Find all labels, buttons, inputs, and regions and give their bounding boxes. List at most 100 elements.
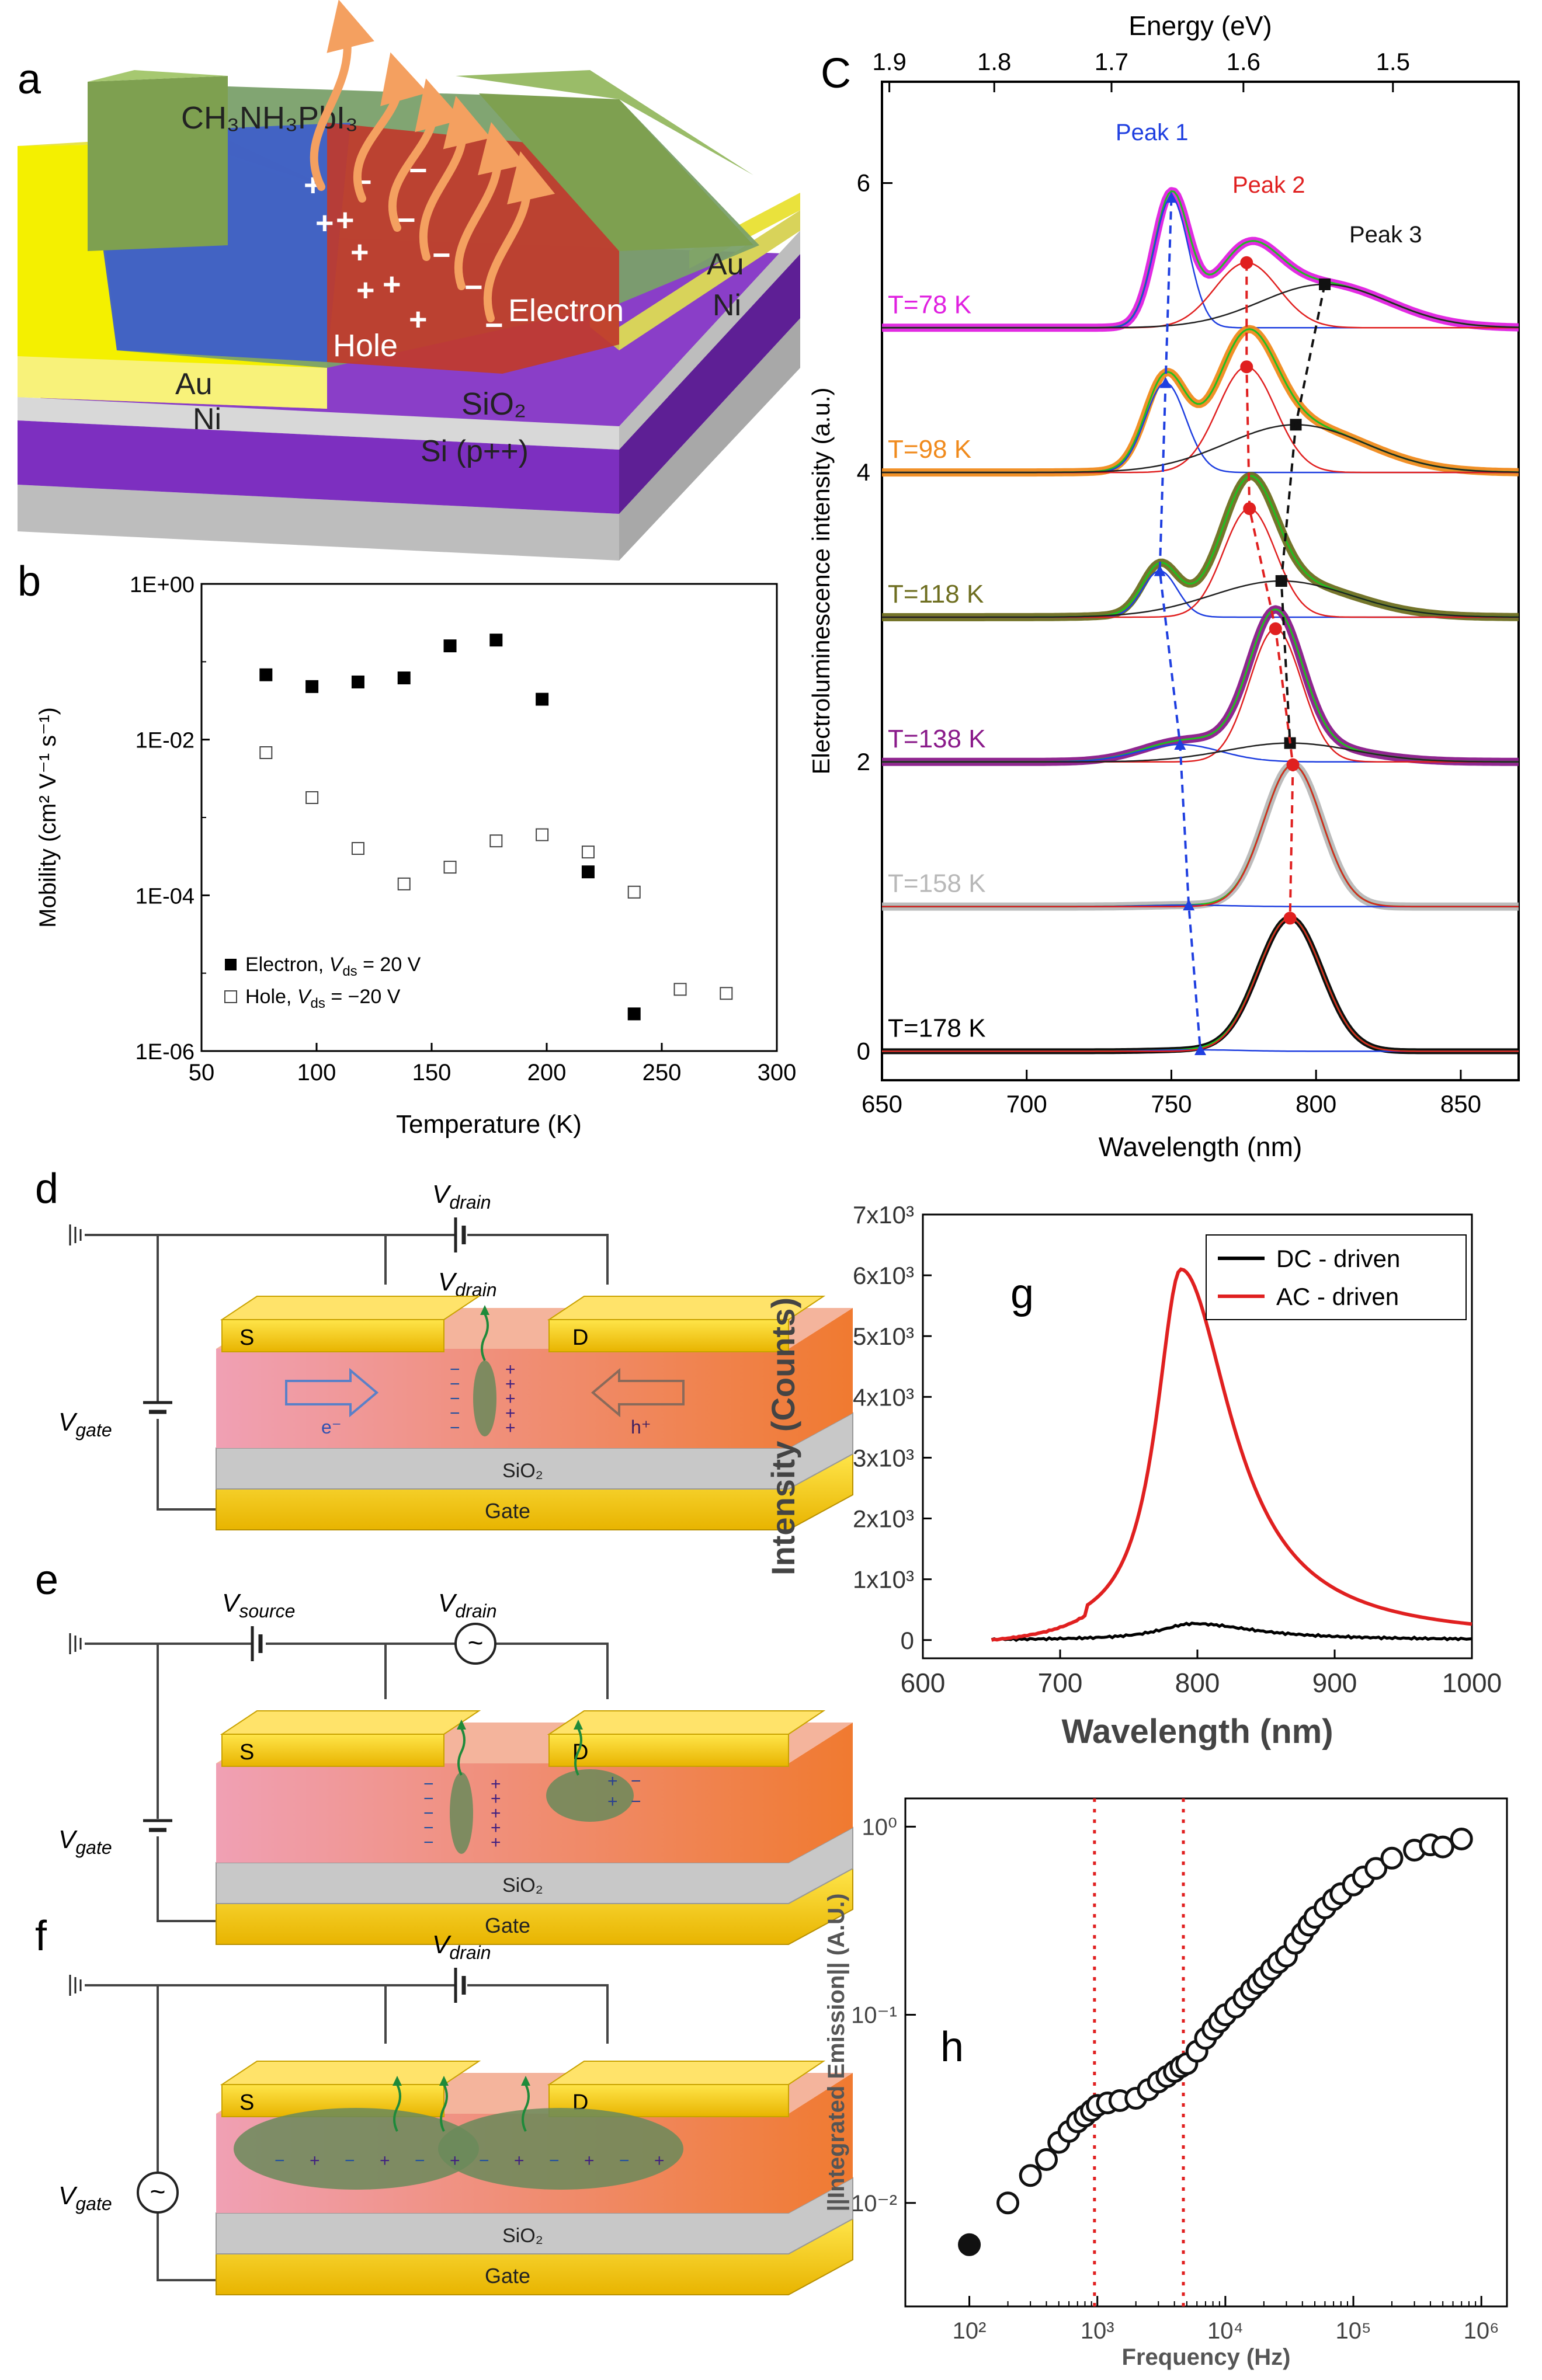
source-label: S [239, 1325, 254, 1350]
emission-wave [522, 2084, 530, 2132]
drain-electrode-top [547, 1710, 826, 1735]
sio2-label: SiO₂ [502, 1874, 543, 1897]
panel-a-si-label: Si (p++) [421, 434, 529, 468]
sio2-label: SiO₂ [502, 2225, 543, 2247]
panel-b-ytick-label: 1E-06 [136, 1040, 195, 1064]
plus-charge: + [491, 1833, 501, 1852]
perovskite-layer [216, 1723, 853, 1863]
panel-a-electron-label: Electron [508, 293, 624, 328]
panel-b-hole-point [489, 834, 503, 848]
panel-c-peak1-trace [1158, 197, 1201, 1050]
minus-charge: − [450, 1418, 460, 1438]
panel-b-hole-point [259, 746, 273, 759]
panel-c-curves [881, 187, 1520, 1055]
panel-c-temp-label-2: T=118 K [888, 580, 984, 608]
source-electrode-top [220, 1296, 481, 1320]
panel-c-peak1-marker [1183, 899, 1195, 911]
panel-c-peak3-label: Peak 3 [1349, 222, 1422, 248]
emission-wave [457, 1728, 466, 1776]
panel-c-temp-label-5: T=178 K [888, 1014, 986, 1042]
source-electrode [221, 1319, 444, 1352]
panel-h-ytick-label: 10⁻² [851, 2191, 897, 2217]
panel-c-xtick-label: 850 [1440, 1090, 1481, 1118]
minus-charge: − [423, 1804, 434, 1823]
panel-letter-f: f [35, 1913, 47, 1960]
ac-source [454, 1623, 496, 1665]
hole-arrow [591, 1368, 685, 1418]
panel-h-ytick-label: 10⁰ [862, 1814, 897, 1840]
panel-g-curves [991, 1267, 1472, 1643]
panel-b-xtick-label: 300 [758, 1060, 797, 1085]
panel-c-component-2-2 [882, 580, 1519, 618]
recombination-zone [473, 1361, 496, 1436]
panel-h-chart: 10² 10³ 10⁴ 10⁵ 10⁶ 10⁻² 10⁻¹ 10⁰ Frequency (Hz… [824, 1797, 1508, 2370]
source-electrode [221, 1734, 444, 1767]
panel-h-ytick-label: 10⁻¹ [851, 2003, 897, 2028]
voltage-label: Vdrain [438, 1268, 497, 1300]
cloud-charge: + [514, 2151, 525, 2170]
plus-charge: + [505, 1389, 516, 1408]
cloud-charge: − [549, 2151, 560, 2170]
panel-h-point [958, 2233, 981, 2256]
panel-b-ytick-label: 1E-02 [136, 729, 195, 753]
panel-c-ytick-label: 6 [857, 169, 870, 196]
panel-g-ytick-label: 5x10³ [853, 1323, 914, 1350]
panel-g-xtick-label: 1000 [1442, 1668, 1502, 1698]
panel-h-point [1035, 2148, 1058, 2172]
panel-c-peak2-label: Peak 2 [1232, 172, 1305, 198]
panel-b-ylabel: Mobility (cm² V⁻¹ s⁻¹) [35, 707, 61, 928]
panel-h-points [958, 1827, 1473, 2256]
panel-c-temp-label-0: T=78 K [888, 290, 971, 319]
panel-b-electron-point [581, 865, 595, 879]
plus-charge: + [505, 1360, 516, 1379]
plus-charge: + [491, 1818, 501, 1838]
panel-a-hole-label: Hole [333, 328, 398, 363]
panel-b-points [259, 634, 733, 1021]
cloud-charge: + [654, 2151, 665, 2170]
panel-h-xtick-label: 10⁵ [1335, 2318, 1371, 2344]
panel-b-legend-electron: Electron, Vds = 20 V [245, 954, 421, 979]
minus-charge: − [423, 1833, 434, 1852]
panel-c-ytick-label: 4 [857, 458, 870, 486]
panel-g-ytick-label: 1x10³ [853, 1566, 914, 1593]
panel-b-electron-point [489, 634, 503, 647]
ac-symbol: ~ [468, 1627, 484, 1658]
panel-c-top-tick-label: 1.9 [872, 48, 906, 75]
panel-g-ytick-label: 7x10³ [853, 1201, 914, 1229]
panel-c-peak1-marker [1165, 192, 1178, 203]
gate-label: Gate [485, 1499, 530, 1523]
svg-text:+: + [356, 273, 375, 308]
cloud-charge: + [380, 2151, 390, 2170]
panel-c-component-1-0 [882, 382, 1519, 474]
voltage-label: Vgate [58, 2181, 112, 2214]
panel-c-chart: Energy (eV) 650 700 750 800 850 0 2 4 6 1.9 1.8 1.7… [807, 11, 1520, 1162]
source-label: S [239, 1740, 254, 1765]
panel-b-legend-hole: Hole, Vds = −20 V [245, 986, 401, 1011]
svg-text:+: + [350, 235, 369, 270]
panel-g-ticks: 600 700 800 900 1000 0 1x10³ 2x10³ 3x10³ 4x10³ 5x1… [853, 1201, 1502, 1698]
voltage-label: Vgate [58, 1408, 112, 1440]
panel-h-point [996, 2191, 1020, 2215]
minus-charge: − [423, 1818, 434, 1838]
panel-h-reference-lines [1093, 1798, 1185, 2306]
panel-h-point [1019, 2164, 1042, 2187]
source-electrode-top [220, 1710, 481, 1735]
panel-b-legend-electron-marker [225, 959, 237, 970]
panel-g-ylabel: Intensity (Counts) [765, 1297, 801, 1575]
panel-c-top-tick-label: 1.6 [1227, 48, 1260, 75]
panel-g-ac-curve [991, 1267, 1472, 1642]
cloud-charge: + [607, 1772, 618, 1791]
panel-b-hole-point [397, 877, 411, 890]
plus-charge: + [505, 1418, 516, 1438]
panel-b-electron-point [443, 639, 457, 653]
minus-charge: − [450, 1375, 460, 1394]
panel-b-xlabel: Temperature (K) [396, 1110, 582, 1139]
exciton-cloud-right [438, 2108, 683, 2190]
panel-letter-d: d [35, 1165, 58, 1212]
panel-b-hole-point [627, 885, 641, 899]
voltage-label: Vdrain [438, 1589, 497, 1622]
electron-arrow [285, 1368, 379, 1418]
panel-letter-b: b [18, 558, 41, 605]
panel-b-plot-frame [200, 583, 778, 1052]
